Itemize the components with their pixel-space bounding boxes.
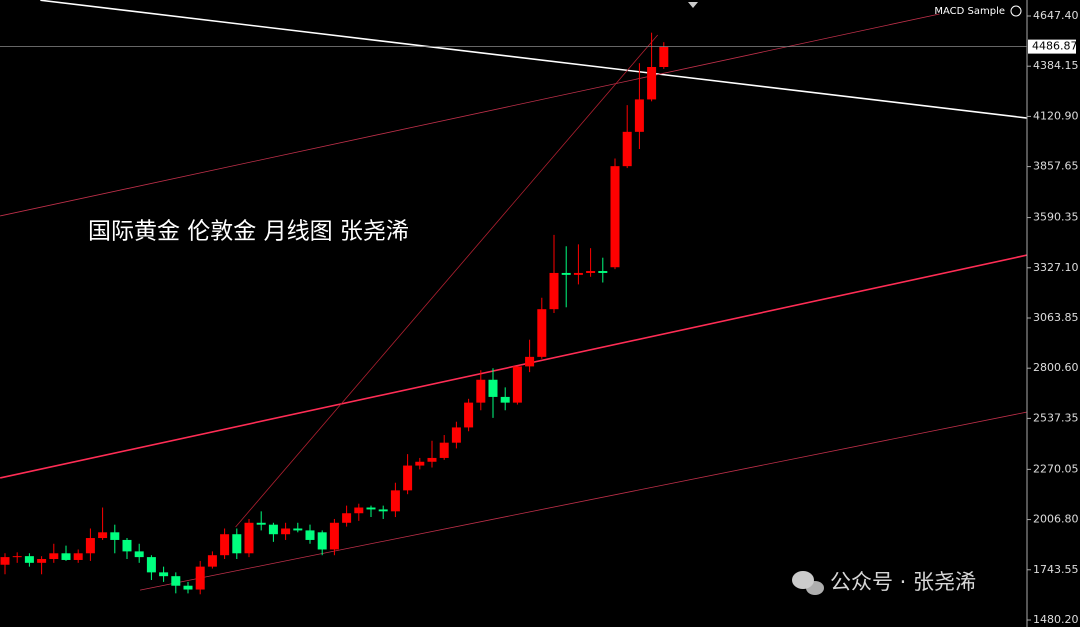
y-tick-label: 4120.90 <box>1033 109 1079 122</box>
y-tick-label: 1480.20 <box>1033 613 1079 626</box>
y-tick-label: 2800.60 <box>1033 361 1079 374</box>
candle-body <box>317 532 327 550</box>
candle-body <box>415 461 425 466</box>
y-tick-label: 4384.15 <box>1033 59 1079 72</box>
candle-body <box>134 551 144 558</box>
candle-body <box>85 538 95 554</box>
candle-body <box>159 572 169 577</box>
candle-body <box>549 272 559 310</box>
candle-body <box>195 566 205 590</box>
candle-body <box>256 522 266 525</box>
candle-body <box>586 271 596 273</box>
candle-body <box>634 99 644 132</box>
price-box <box>1028 39 1076 54</box>
candle-body <box>171 576 181 586</box>
candle-body <box>464 402 474 428</box>
candle-body <box>61 553 71 560</box>
plot-area <box>0 0 1027 595</box>
candle-body <box>403 465 413 491</box>
candle-body <box>24 556 34 563</box>
candle-body <box>329 522 339 550</box>
trend-line <box>139 411 1027 591</box>
candle-body <box>98 532 108 539</box>
candle-body <box>476 379 486 403</box>
watermark: 公众号 · 张尧浠 <box>830 570 976 594</box>
price-label: 4486.87 <box>1032 40 1078 53</box>
candle-body <box>512 366 522 403</box>
y-tick-label: 1743.55 <box>1033 563 1079 576</box>
candle-body <box>659 46 669 67</box>
candle-body <box>220 534 230 556</box>
y-tick-label: 2270.05 <box>1033 462 1079 475</box>
candle-body <box>427 457 437 462</box>
candle-body <box>622 131 632 167</box>
candle-body <box>500 396 510 403</box>
indicator-icon <box>1010 5 1022 17</box>
candle-body <box>598 271 608 273</box>
candle-body <box>281 528 291 535</box>
candle-body <box>244 522 254 554</box>
candle-body <box>366 507 376 510</box>
candle-body <box>232 534 242 554</box>
candle-body <box>439 442 449 458</box>
trend-line <box>235 34 659 528</box>
candle-body <box>342 513 352 523</box>
candle-body <box>122 539 132 552</box>
candle-body <box>561 272 571 275</box>
candle-body <box>573 272 583 275</box>
trend-line <box>40 0 1027 119</box>
candle-body <box>49 553 59 560</box>
candle-body <box>110 532 120 540</box>
candle-body <box>537 309 547 357</box>
candle-body <box>73 553 83 560</box>
y-tick-label: 3063.85 <box>1033 311 1079 324</box>
candle-body <box>0 557 10 565</box>
candle-body <box>207 555 217 567</box>
candle-body <box>378 509 388 512</box>
candle-body <box>183 585 193 590</box>
candle-body <box>293 528 303 531</box>
y-tick-label: 4647.40 <box>1033 9 1079 22</box>
candle-body <box>647 66 657 100</box>
y-tick-label: 3590.35 <box>1033 211 1079 224</box>
candle-body <box>12 556 22 558</box>
candle-body <box>451 427 461 443</box>
y-tick-label: 3857.65 <box>1033 160 1079 173</box>
candle-body <box>268 524 278 535</box>
watermark-icon <box>792 571 824 595</box>
candle-body <box>354 507 364 514</box>
candle-body <box>305 530 315 540</box>
candle-body <box>390 490 400 512</box>
candle-body <box>146 557 156 573</box>
candle-body <box>488 379 498 397</box>
candle-body <box>525 356 535 367</box>
trend-line <box>0 13 940 217</box>
y-tick-label: 2537.35 <box>1033 411 1079 424</box>
y-tick-label: 3327.10 <box>1033 261 1079 274</box>
scroll-marker <box>688 2 698 8</box>
indicator-label: MACD Sample <box>934 6 1005 17</box>
chart-title: 国际黄金 伦敦金 月线图 张尧浠 <box>88 219 409 245</box>
candle-body <box>610 166 620 268</box>
y-tick-label: 2006.80 <box>1033 513 1079 526</box>
candle-body <box>37 559 47 563</box>
